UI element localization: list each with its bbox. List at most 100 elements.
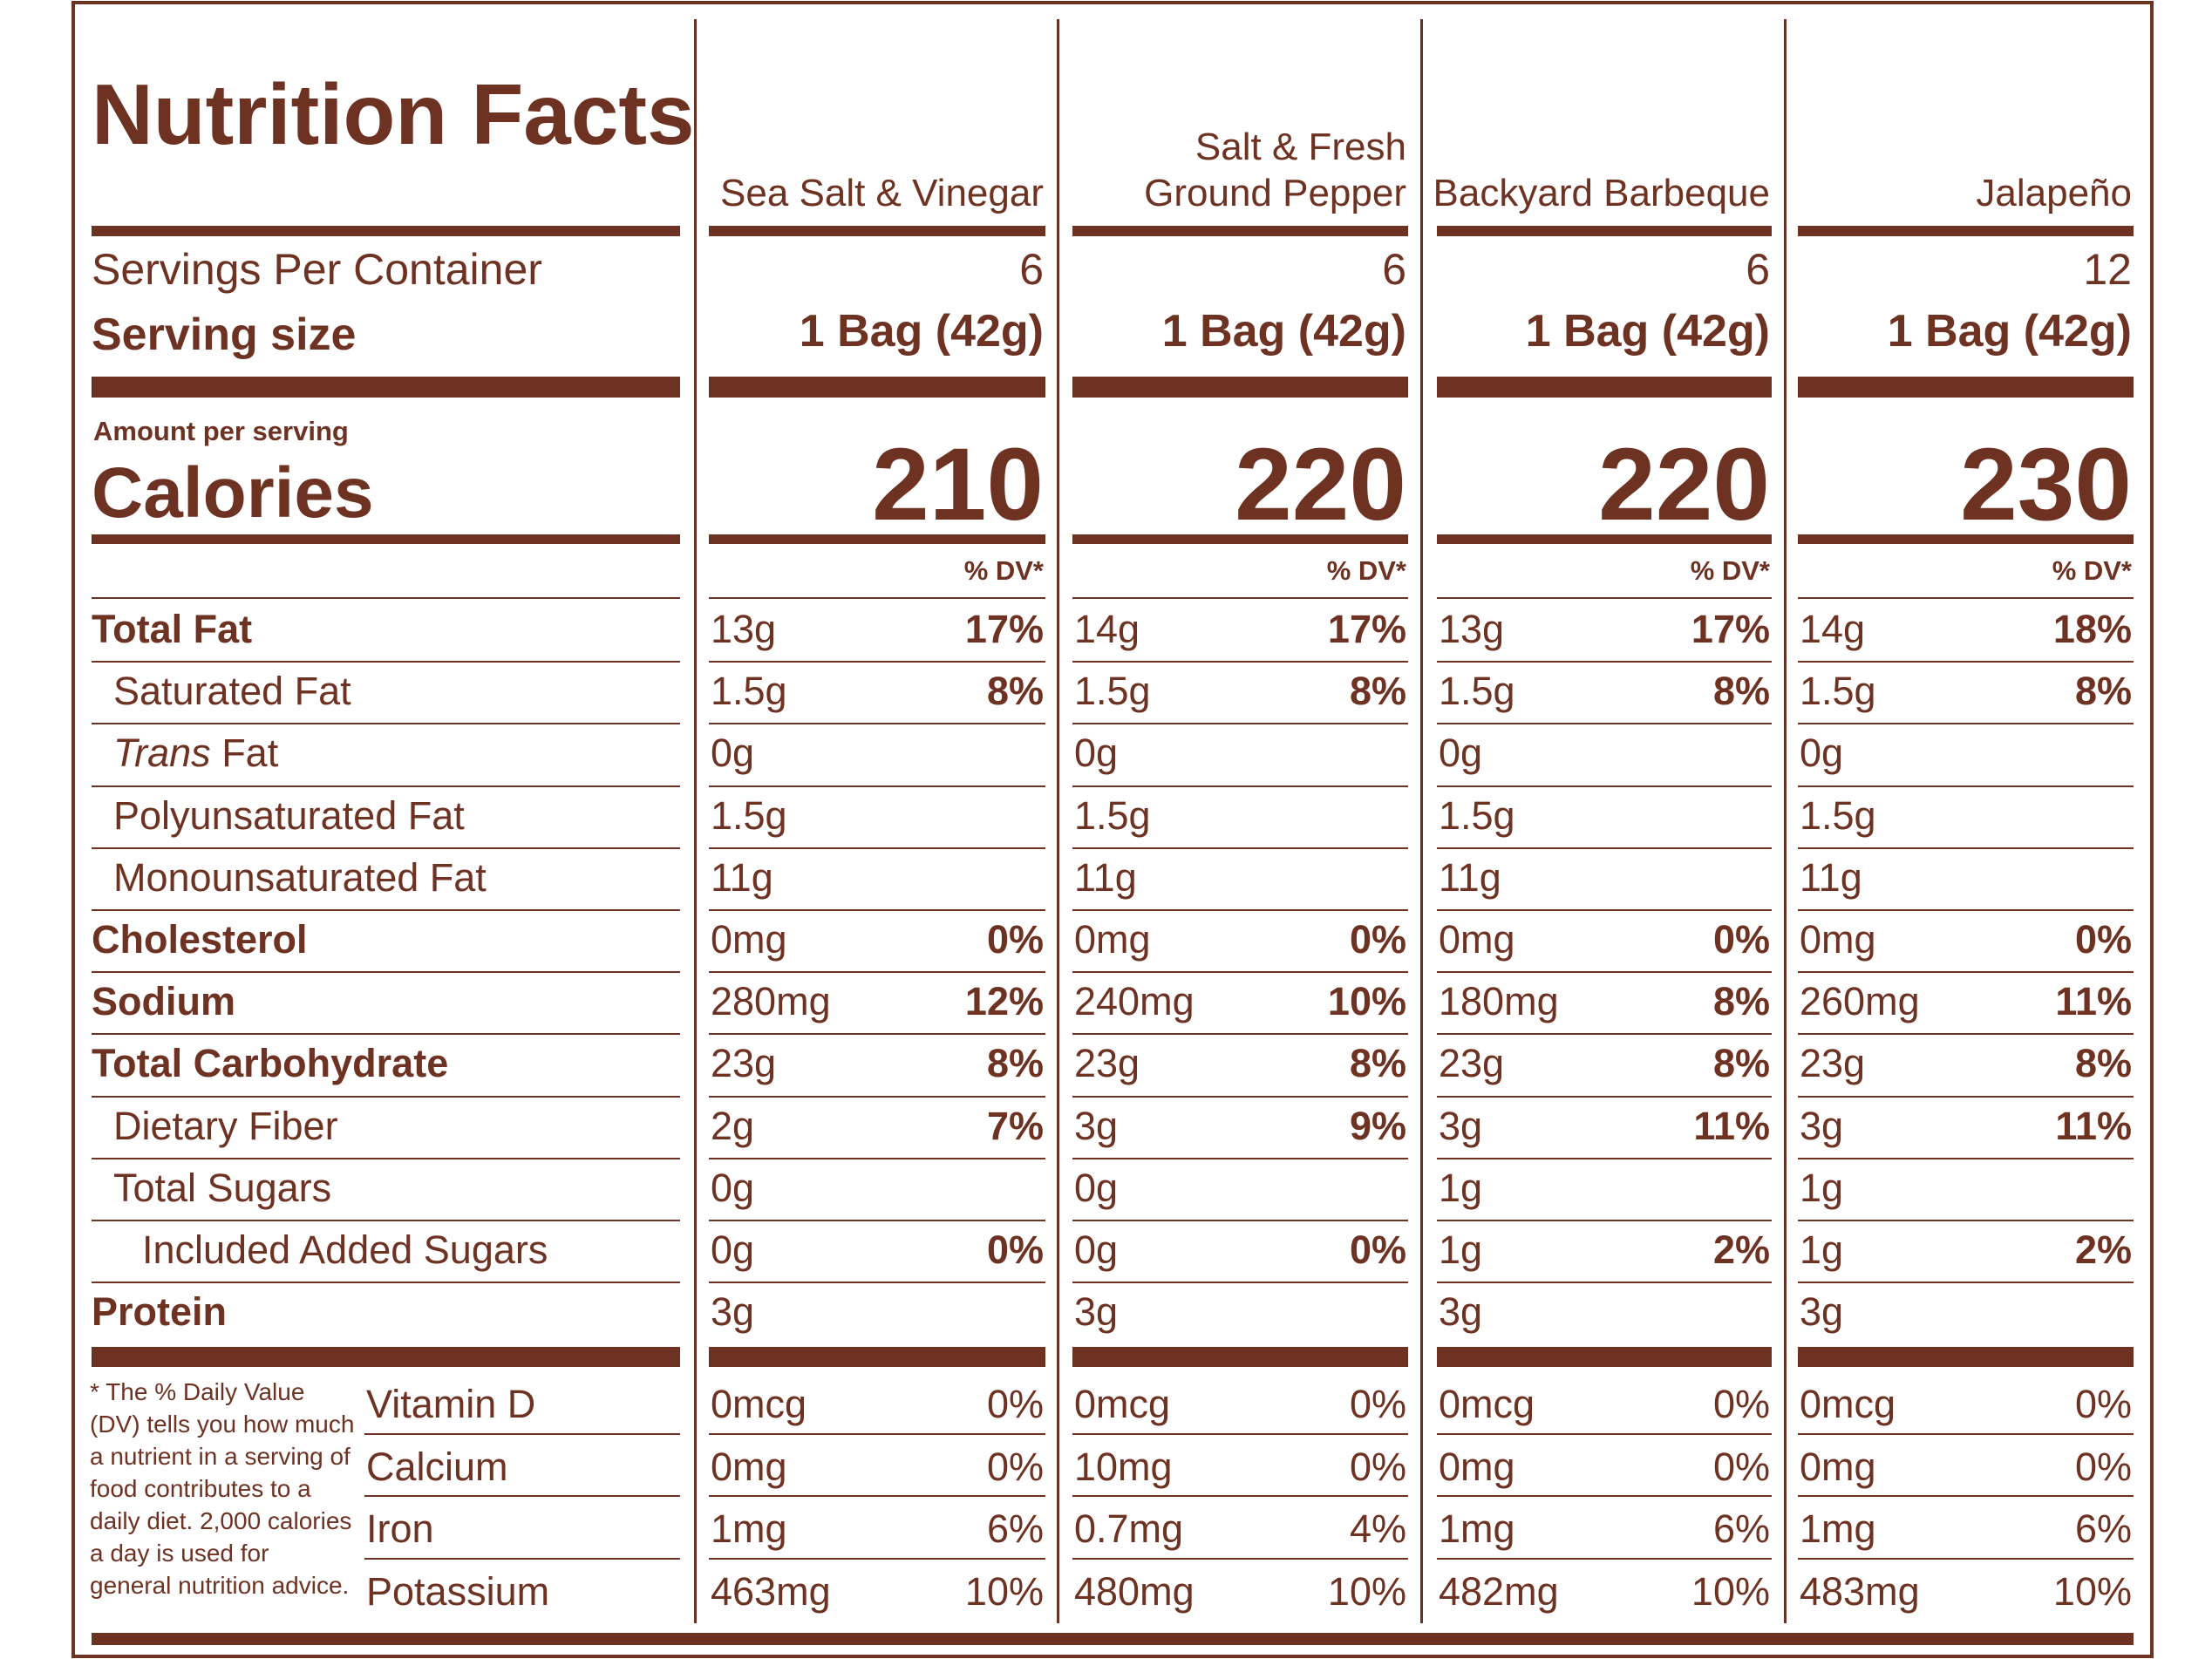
thick-rule-vitamins: [1072, 1347, 1408, 1367]
nutrient-amount: 1.5g: [1439, 793, 1515, 838]
vitamin-percent-dv: 0%: [1349, 1445, 1406, 1489]
vitamin-amount: 1mg: [711, 1506, 787, 1551]
thin-rule: [92, 1158, 680, 1159]
thin-rule: [1072, 971, 1408, 973]
thin-rule: [92, 597, 680, 599]
nutrient-percent-dv: 17%: [964, 607, 1044, 651]
thick-rule-serving: [92, 377, 680, 398]
nutrient-percent-dv: 7%: [986, 1104, 1044, 1148]
thin-rule: [364, 1558, 680, 1560]
nutrient-percent-dv: 10%: [1327, 979, 1406, 1023]
thick-rule-calories: [1072, 534, 1408, 544]
nutrient-label-sodium: Sodium: [92, 979, 235, 1023]
nutrient-amount: 23g: [1800, 1041, 1866, 1085]
nutrient-percent-dv: 11%: [2055, 979, 2132, 1023]
vitamin-label-iron: Iron: [366, 1506, 434, 1551]
nutrient-amount: 280mg: [711, 979, 831, 1023]
thick-rule-top: [709, 226, 1045, 236]
servings-per-container-value: 6: [1746, 245, 1770, 294]
thin-rule: [1072, 597, 1408, 599]
thin-rule: [1798, 1220, 2134, 1221]
thin-rule: [92, 1282, 680, 1283]
thin-rule: [1072, 661, 1408, 663]
nutrient-label-trans-fat: Trans Fat: [113, 733, 278, 772]
nutrient-label-dietary-fiber: Dietary Fiber: [113, 1104, 338, 1148]
thin-rule: [364, 1433, 680, 1435]
nutrient-percent-dv: 8%: [2074, 669, 2132, 713]
thin-rule: [1072, 847, 1408, 849]
thick-rule-serving: [1437, 377, 1772, 398]
nutrient-label-polyunsaturated-fat: Polyunsaturated Fat: [113, 793, 465, 838]
thin-rule: [92, 1096, 680, 1098]
thin-rule: [709, 1220, 1045, 1221]
nutrient-amount: 3g: [711, 1289, 755, 1334]
column-divider: [694, 19, 697, 1623]
nutrient-amount: 2g: [711, 1104, 755, 1148]
nutrient-amount: 0g: [1800, 731, 1844, 775]
thin-rule: [1798, 847, 2134, 849]
nutrient-percent-dv: 8%: [1349, 1041, 1406, 1085]
thin-rule: [1798, 1033, 2134, 1035]
thin-rule: [1072, 1282, 1408, 1283]
percent-dv-header: % DV*: [2052, 555, 2132, 586]
thin-rule: [1798, 1558, 2134, 1560]
thin-rule: [1437, 1033, 1772, 1035]
thick-rule-serving: [1798, 377, 2134, 398]
nutrient-amount: 1.5g: [1439, 669, 1515, 713]
column-divider: [1784, 19, 1787, 1623]
vitamin-percent-dv: 6%: [2074, 1506, 2132, 1551]
nutrient-percent-dv: 0%: [1349, 917, 1406, 962]
nutrient-percent-dv: 8%: [1712, 979, 1770, 1023]
thick-rule-vitamins: [1437, 1347, 1772, 1367]
nutrient-percent-dv: 8%: [1712, 669, 1770, 713]
thin-rule: [364, 1495, 680, 1497]
thin-rule: [1072, 785, 1408, 787]
nutrient-amount: 11g: [1439, 855, 1501, 900]
vitamin-percent-dv: 0%: [2074, 1382, 2132, 1426]
thick-rule-serving: [709, 377, 1045, 398]
thin-rule: [709, 785, 1045, 787]
nutrient-percent-dv: 17%: [1691, 607, 1770, 651]
nutrient-percent-dv: 2%: [1712, 1227, 1770, 1272]
vitamin-amount: 483mg: [1800, 1569, 1920, 1614]
thin-rule: [1437, 1096, 1772, 1098]
amount-per-serving-label: Amount per serving: [93, 416, 349, 446]
vitamin-amount: 0.7mg: [1074, 1506, 1184, 1551]
thin-rule: [1437, 661, 1772, 663]
thick-rule-serving: [1072, 377, 1408, 398]
bottom-bar: [92, 1633, 2134, 1645]
nutrient-amount: 13g: [1439, 607, 1505, 651]
vitamin-percent-dv: 10%: [1327, 1569, 1406, 1614]
percent-dv-header: % DV*: [1690, 555, 1770, 586]
flavor-name: Jalapeño: [1976, 172, 2132, 214]
thin-rule: [709, 909, 1045, 911]
thin-rule: [709, 971, 1045, 973]
nutrient-label-rest: Fat: [210, 731, 279, 775]
nutrient-amount: 3g: [1074, 1104, 1119, 1148]
thin-rule: [1437, 909, 1772, 911]
thin-rule: [1437, 1495, 1772, 1497]
nutrient-amount: 14g: [1074, 607, 1140, 651]
nutrient-percent-dv: 8%: [1349, 669, 1406, 713]
nutrient-percent-dv: 18%: [2052, 607, 2132, 651]
nutrient-amount: 1.5g: [711, 669, 787, 713]
servings-per-container-value: 6: [1019, 245, 1044, 294]
thin-rule: [1437, 847, 1772, 849]
thin-rule: [92, 847, 680, 849]
nutrient-amount: 0g: [1074, 731, 1119, 775]
nutrient-label-protein: Protein: [92, 1289, 228, 1334]
thin-rule: [709, 723, 1045, 724]
nutrient-amount: 1.5g: [1074, 793, 1151, 838]
nutrient-amount: 23g: [1074, 1041, 1140, 1085]
nutrient-percent-dv: 2%: [2074, 1227, 2132, 1272]
thick-rule-vitamins: [1798, 1347, 2134, 1367]
nutrient-amount: 0g: [711, 1166, 755, 1210]
flavor-name: Sea Salt & Vinegar: [720, 172, 1044, 214]
thick-rule-top: [1798, 226, 2134, 236]
thin-rule: [1798, 1495, 2134, 1497]
vitamin-percent-dv: 0%: [986, 1445, 1044, 1489]
vitamin-amount: 1mg: [1800, 1506, 1876, 1551]
nutrient-amount: 3g: [1800, 1104, 1844, 1148]
nutrient-percent-dv: 8%: [986, 1041, 1044, 1085]
